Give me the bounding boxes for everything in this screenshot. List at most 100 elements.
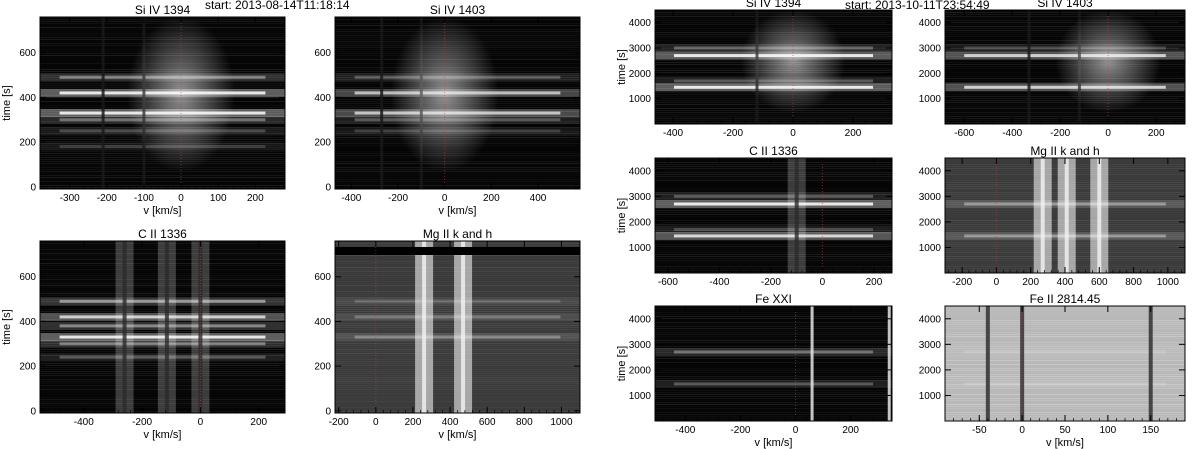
stripe <box>655 240 892 241</box>
stripe <box>655 408 892 409</box>
y-tick-label: 1000 <box>919 243 942 254</box>
bright-band-core <box>59 335 266 339</box>
stripe <box>945 384 1185 385</box>
bright-band-core <box>673 350 874 354</box>
stripe <box>40 341 285 342</box>
stripe <box>40 167 285 168</box>
stripe <box>655 162 892 163</box>
stripe <box>655 174 892 175</box>
stripe <box>945 356 1185 357</box>
stripe <box>655 232 892 233</box>
stripe <box>945 14 1185 15</box>
stripe <box>655 166 892 167</box>
heatmap-image <box>655 158 892 273</box>
y-tick-label: 0 <box>325 406 331 417</box>
stripe <box>945 114 1185 115</box>
panel-left-si-iv-1403: Si IV 1403 -400 -200 0 200 400 0 200 400 600 v [km… <box>314 3 581 217</box>
stripe <box>945 348 1185 349</box>
stripe <box>335 187 580 188</box>
stripe <box>655 320 892 321</box>
stripe <box>655 330 892 331</box>
stripe <box>945 26 1185 27</box>
stripe <box>335 183 580 184</box>
stripe <box>945 406 1185 407</box>
stripe <box>945 24 1185 25</box>
x-tick-label: -400 <box>74 417 94 428</box>
stripe <box>40 403 285 404</box>
stripe <box>655 268 892 269</box>
line-core <box>1097 158 1102 273</box>
x-tick-label: 0 <box>442 193 448 204</box>
x-tick-label: -600 <box>954 128 974 139</box>
stripe <box>945 112 1185 113</box>
stripe <box>655 312 892 313</box>
stripe <box>655 120 892 121</box>
stripe <box>655 118 892 119</box>
stripe <box>40 253 285 254</box>
x-tick-label: 200 <box>250 417 267 428</box>
stripe <box>655 190 892 191</box>
x-axis-label: v [km/s] <box>439 205 477 217</box>
x-tick-label: -100 <box>134 193 154 204</box>
stripe <box>655 400 892 401</box>
bright-band <box>40 339 285 348</box>
bright-band-core <box>59 355 266 359</box>
x-tick-label: 200 <box>483 193 500 204</box>
stripe <box>655 336 892 337</box>
stripe <box>655 184 892 185</box>
stripe <box>945 388 1185 389</box>
stripe <box>945 122 1185 123</box>
stripe <box>655 264 892 265</box>
x-tick-label: 400 <box>530 193 547 204</box>
heatmap-image <box>655 10 892 124</box>
stripe <box>655 322 892 323</box>
stripe <box>945 20 1185 21</box>
stripe <box>40 299 285 300</box>
stripe <box>655 402 892 403</box>
right-group-start-label: start: 2013-10-11T23:54:49 <box>845 0 990 12</box>
bright-band-core <box>964 350 1166 354</box>
x-tick-label: 0 <box>178 193 184 204</box>
stripe <box>945 372 1185 373</box>
stripe <box>655 404 892 405</box>
stripe <box>655 338 892 339</box>
x-tick-label: -600 <box>658 277 678 288</box>
stripe <box>945 354 1185 355</box>
y-tick-label: 3000 <box>629 44 652 55</box>
stripe <box>655 416 892 417</box>
heatmap-image <box>655 306 892 421</box>
y-axis-label: time [s] <box>1 85 13 120</box>
stripe <box>655 358 892 359</box>
stripe <box>945 370 1185 371</box>
stripe <box>945 12 1185 13</box>
panel-right-si-iv-1403: Si IV 1403 -600 -400 -200 0 200 1000 2000 3000 40… <box>919 0 1186 139</box>
stripe <box>655 224 892 225</box>
panel-right-si-iv-1394: Si IV 1394 -400 -200 0 200 1000 2000 3000 4000 ti… <box>616 0 893 139</box>
stripe <box>655 328 892 329</box>
stripe <box>945 332 1185 333</box>
x-tick-label: -200 <box>723 128 743 139</box>
stripe <box>655 364 892 365</box>
x-tick-label: 200 <box>1022 277 1039 288</box>
stripe <box>40 265 285 266</box>
stripe <box>945 116 1185 117</box>
stripe <box>945 28 1185 29</box>
y-tick-label: 200 <box>314 362 331 373</box>
y-tick-label: 3000 <box>919 44 942 55</box>
panel-left-c-ii-1336: C II 1336 -400 -200 0 200 0 200 400 600 v [km/s] t… <box>1 227 286 441</box>
y-tick-label: 600 <box>19 48 36 59</box>
stripe <box>655 188 892 189</box>
y-tick-label: 2000 <box>629 69 652 80</box>
bright-band-core <box>59 324 266 328</box>
stripe <box>655 122 892 123</box>
stripe <box>945 344 1185 345</box>
stripe <box>655 316 892 317</box>
bright-band <box>40 297 285 306</box>
stripe <box>40 173 285 174</box>
stripe <box>40 405 285 406</box>
line-core <box>198 241 203 413</box>
stripe <box>945 16 1185 17</box>
bright-band-core <box>59 299 266 303</box>
stripe <box>40 345 285 346</box>
stripe <box>655 214 892 215</box>
